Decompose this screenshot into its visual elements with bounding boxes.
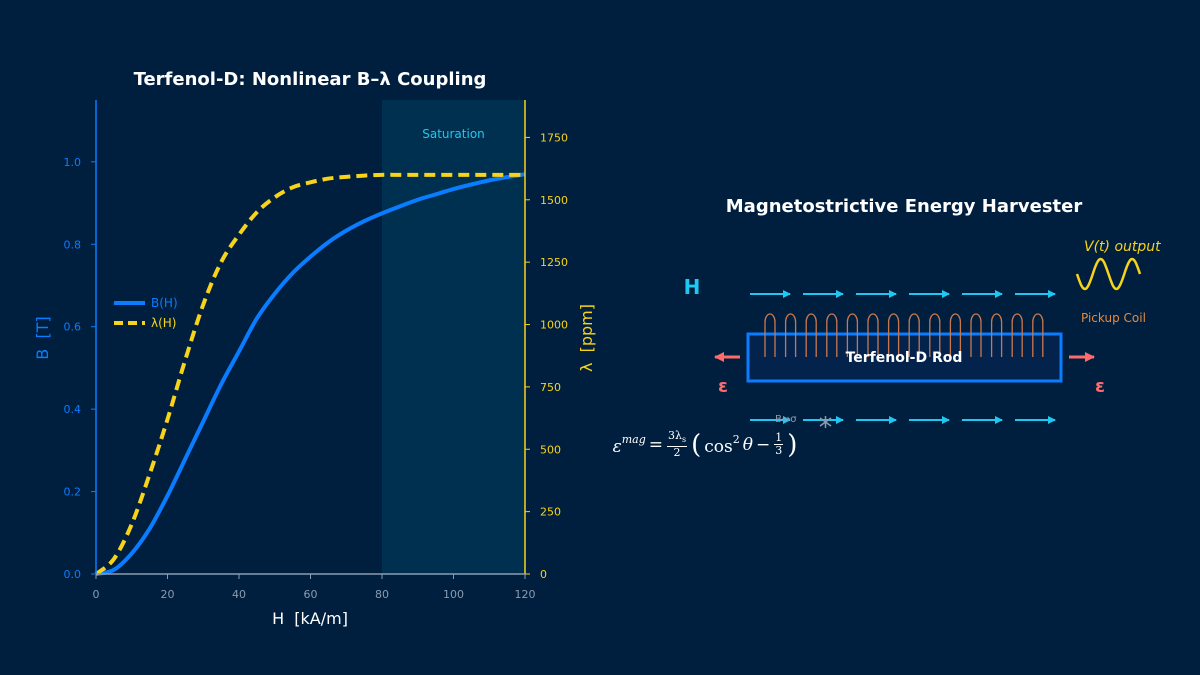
coil-turn [826,313,838,357]
eq-theta: θ [742,434,753,455]
eq-frac1-den: 2 [673,446,681,460]
strain-label-right: ε [1095,376,1105,397]
coil-turn [970,313,982,357]
coil-turn [990,313,1003,357]
chart: Terfenol-D: Nonlinear B–λ Coupling Satur… [33,69,596,628]
right-axis-ticks: 0 250 500 750 1000 1250 1500 1750 [525,131,568,581]
x-tick-label: 80 [375,588,389,601]
right-tick-label: 250 [540,506,561,519]
x-axis-ticks: 0 20 40 60 80 100 120 [93,574,536,601]
x-tick-label: 40 [232,588,246,601]
coil-turn [949,313,962,357]
left-axis-label: B [T] [33,316,52,359]
eq-frac2-den: 3 [775,444,783,458]
x-axis-label: H [kA/m] [272,609,348,628]
chart-title: Terfenol-D: Nonlinear B–λ Coupling [134,69,487,90]
eq-frac1-num: 3λ [668,429,682,442]
left-tick-label: 0.2 [64,486,82,499]
strain-equation: εmag = 3λs 2 ( cos2 θ − 1 3 ) [612,429,798,460]
eq-minus: − [755,434,771,455]
series-line-b [95,172,526,576]
right-tick-label: 1250 [540,256,568,269]
pickup-coil [764,313,1044,357]
left-axis-ticks: 0.0 0.2 0.4 0.6 0.8 1.0 [64,156,96,581]
output-label: V(t) output [1084,239,1161,255]
eq-fraction-1: 3λs 2 [667,429,688,460]
right-tick-label: 1750 [540,131,568,144]
right-tick-label: 1500 [540,194,568,207]
coil-turn [805,313,817,357]
diagram-title: Magnetostrictive Energy Harvester [726,196,1083,217]
coil-label: Pickup Coil [1081,311,1146,325]
coil-turn [764,313,776,357]
right-tick-label: 0 [540,568,547,581]
x-tick-label: 60 [304,588,318,601]
plot-lines [94,172,526,576]
eq-cos-power: 2 [732,432,740,446]
coupling-glyph [819,416,832,428]
coil-turn [908,313,920,357]
eq-frac1-sub: s [681,435,687,445]
coil-turn [846,313,859,357]
coil-turn [887,313,900,357]
left-tick-label: 0.0 [64,568,82,581]
right-tick-label: 750 [540,381,561,394]
left-tick-label: 0.6 [64,321,82,334]
coil-turn [867,313,879,357]
eq-cos: cos [704,436,733,457]
strain-label-left: ε [718,376,728,397]
coil-turn [1011,313,1023,357]
left-tick-label: 1.0 [64,156,82,169]
left-tick-label: 0.8 [64,238,82,251]
legend-label-lambda: λ(H) [151,316,177,330]
x-tick-label: 0 [93,588,100,601]
right-tick-label: 500 [540,443,561,456]
coil-turn [1032,313,1044,357]
legend: B(H) λ(H) [114,296,178,330]
series-line-lambda [94,172,525,576]
right-tick-label: 1000 [540,319,568,332]
x-tick-label: 20 [161,588,175,601]
coil-turn [929,313,941,357]
right-axis-label: λ [ppm] [577,304,596,372]
saturation-label: Saturation [422,127,485,141]
rod-label: Terfenol-D Rod [846,350,963,366]
x-tick-label: 100 [443,588,464,601]
x-tick-label: 120 [515,588,536,601]
coupling-label: B↔σ [775,414,797,425]
eq-fraction-2: 1 3 [774,431,784,458]
saturation-region: Saturation [382,100,525,574]
coil-turn [784,313,797,357]
left-tick-label: 0.4 [64,403,82,416]
saturation-band [382,100,525,574]
field-label-h: H [684,275,701,299]
eq-superscript: mag [621,432,646,446]
harvester-diagram: Magnetostrictive Energy Harvester H Terf… [684,196,1161,428]
eq-equals: = [648,434,663,455]
eq-epsilon: ε [612,436,622,457]
legend-label-b: B(H) [151,296,178,310]
eq-frac2-num: 1 [774,431,784,446]
terfenol-rod [746,332,1063,383]
output-sine-wave [1075,257,1142,291]
